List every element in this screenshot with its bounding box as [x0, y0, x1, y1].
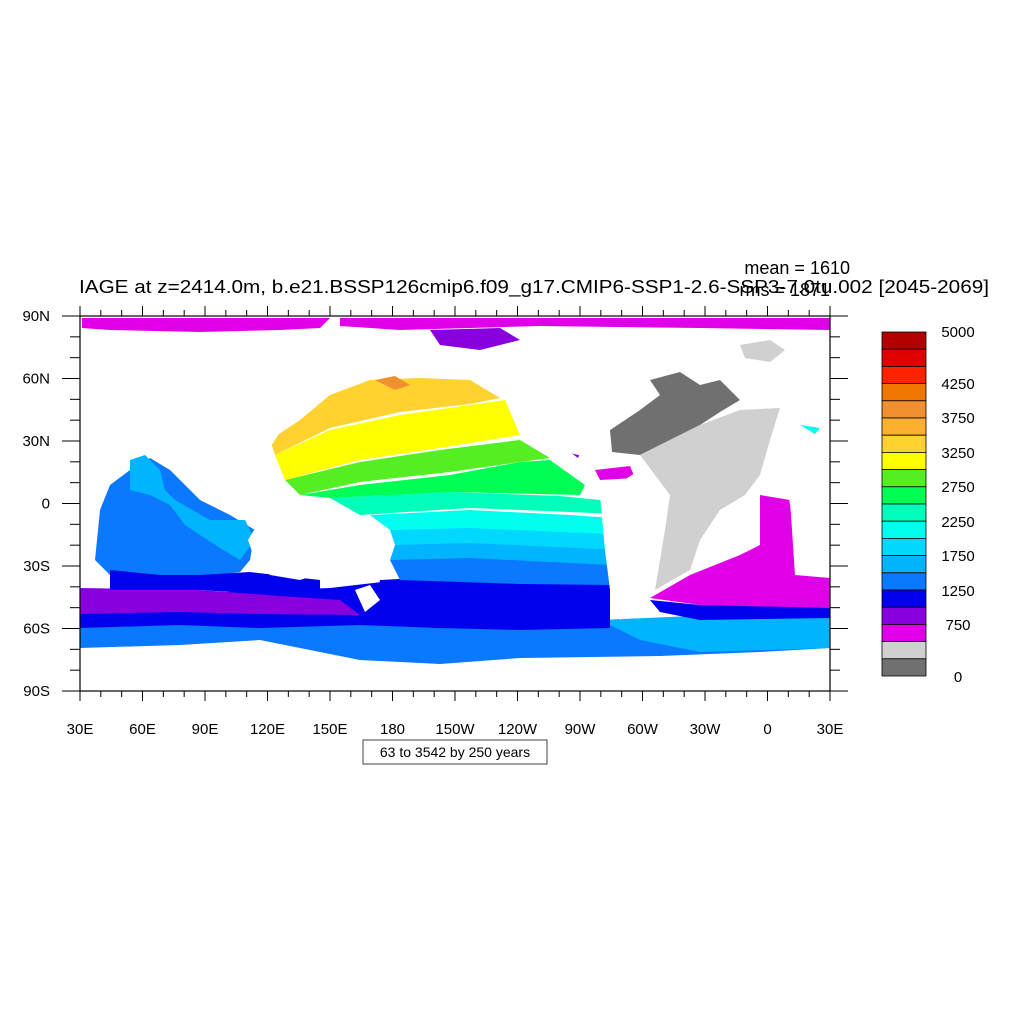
colorbar-swatch	[881, 434, 927, 453]
pacific-band-1	[390, 555, 610, 585]
colorbar-swatch	[881, 451, 927, 470]
y-tick-label: 30S	[23, 558, 50, 575]
y-tick-label: 90S	[23, 683, 50, 700]
colorbar-swatch	[881, 417, 927, 436]
antarctica-land	[80, 642, 830, 691]
colorbar-swatch	[881, 606, 927, 625]
colorbar: 5000 4250 3750 3250 2750 2250 1750 1250 750 0	[881, 324, 975, 686]
x-tick-label: 30W	[690, 721, 722, 738]
x-tick-label: 30E	[817, 721, 844, 738]
arctic-magenta	[82, 318, 330, 332]
colorbar-swatch	[881, 658, 927, 677]
colorbar-swatch	[881, 365, 927, 384]
y-tick-label: 60N	[22, 371, 50, 388]
x-tick-label: 60W	[627, 721, 659, 738]
southern-ocean-light-band-ext	[600, 610, 830, 652]
caribbean-magenta	[595, 466, 635, 480]
stats-rms: rms = 1871	[739, 280, 830, 300]
small-cyan-north	[800, 425, 820, 434]
x-tick-label: 30E	[67, 721, 94, 738]
colorbar-label: 3250	[941, 445, 974, 462]
indian-ocean-south	[110, 570, 320, 598]
colorbar-swatch	[881, 538, 927, 557]
x-tick-label: 180	[380, 721, 405, 738]
x-tick-label: 120E	[250, 721, 285, 738]
colorbar-swatch	[881, 589, 927, 608]
colorbar-swatch	[881, 520, 927, 539]
colorbar-label: 4250	[941, 376, 974, 393]
north-atlantic-dark	[610, 372, 740, 455]
colorbar-swatch	[881, 555, 927, 574]
pacific-band-9	[270, 378, 500, 455]
arctic-purple	[430, 328, 520, 350]
plot-title: IAGE at z=2414.0m, b.e21.BSSP126cmip6.f0…	[79, 277, 989, 298]
colorbar-swatch	[881, 400, 927, 419]
pacific-band-7	[285, 440, 550, 495]
x-tick-label: 60E	[129, 721, 156, 738]
pacific-band-0	[370, 575, 610, 628]
colorbar-swatch	[881, 383, 927, 402]
colorbar-swatch	[881, 503, 927, 522]
colorbar-label: 1750	[941, 548, 974, 565]
x-tick-label: 150W	[435, 721, 475, 738]
indian-ocean-north	[130, 455, 255, 560]
x-tick-label: 0	[763, 721, 771, 738]
pacific-band-4	[370, 510, 640, 535]
colorbar-swatch	[881, 331, 927, 350]
x-axis: 30E 60E 90E 120E 150E 180 150W 120W 90W 60W 30W 0 30…	[67, 306, 844, 738]
pacific-band-10	[375, 376, 410, 390]
x-tick-label: 90W	[565, 721, 597, 738]
north-atlantic-light	[740, 340, 785, 362]
arctic-magenta-east	[340, 318, 830, 330]
pacific-band-5	[330, 492, 640, 515]
south-atlantic-blue	[650, 600, 830, 620]
colorbar-swatch	[881, 641, 927, 660]
colorbar-swatch	[881, 348, 927, 367]
x-tick-label: 120W	[498, 721, 538, 738]
colorbar-label: 5000	[941, 324, 974, 341]
indonesia-land	[270, 497, 345, 512]
colorbar-label: 2250	[941, 514, 974, 531]
colorbar-swatch	[881, 624, 927, 643]
south-america-land	[600, 470, 660, 620]
asia-land	[80, 336, 340, 480]
y-tick-label: 60S	[23, 621, 50, 638]
africa-land	[785, 470, 830, 575]
atlantic-light	[640, 408, 780, 590]
south-atlantic-magenta	[650, 495, 830, 610]
colorbar-label: 1250	[941, 583, 974, 600]
y-axis: 90N 60N 30N 0 30S 60S 90S	[22, 308, 848, 700]
pacific-band-6	[300, 460, 585, 498]
north-america-land	[510, 360, 650, 460]
contour-info: 63 to 3542 by 250 years	[380, 744, 530, 760]
x-tick-label: 90E	[192, 721, 219, 738]
australia-land	[248, 505, 345, 580]
y-tick-label: 30N	[22, 433, 50, 450]
x-tick-label: 150E	[312, 721, 347, 738]
y-tick-label: 90N	[22, 308, 50, 325]
colorbar-label: 3750	[941, 410, 974, 427]
colorbar-label: 0	[954, 669, 962, 686]
colorbar-swatch	[881, 486, 927, 505]
new-zealand-land	[355, 585, 380, 612]
contour-info-box	[362, 739, 548, 765]
age-map	[80, 316, 830, 691]
pacific-band-8	[275, 400, 520, 480]
southern-ocean-purple-band	[80, 588, 360, 615]
stats-mean: mean = 1610	[744, 258, 850, 278]
colorbar-label: 750	[945, 617, 970, 634]
colorbar-label: 2750	[941, 479, 974, 496]
colorbar-swatch	[881, 469, 927, 488]
y-tick-label: 0	[42, 496, 50, 513]
colorbar-swatch	[881, 572, 927, 591]
